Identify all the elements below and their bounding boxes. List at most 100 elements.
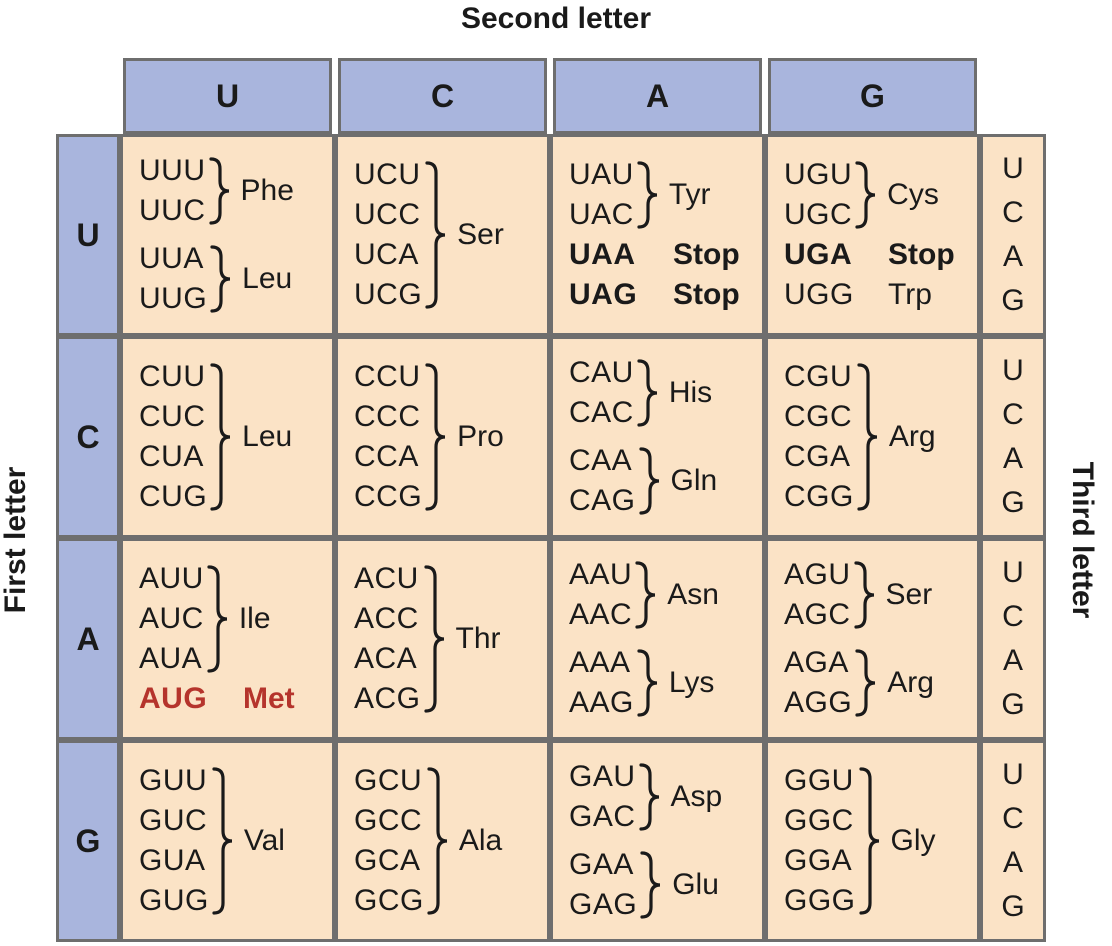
codon-list: AUU AUC AUA	[139, 559, 204, 679]
third-letter-U: U	[1002, 354, 1024, 387]
codon-UCA: UCA	[354, 238, 419, 271]
amino-acid-label: Asn	[667, 578, 719, 611]
codon-list: GUU GUC GUA GUG	[139, 761, 209, 921]
amino-acid-label: Leu	[242, 420, 293, 453]
codon-GGU: GGU	[784, 764, 854, 797]
codon-AUG: AUG	[139, 682, 208, 715]
brace-icon	[640, 851, 661, 919]
codon-CAC: CAC	[569, 396, 634, 429]
codon-UUG: UUG	[139, 282, 208, 315]
codon-group: UAA Stop	[569, 235, 762, 275]
codon-AGU: AGU	[784, 558, 851, 591]
amino-acid-label: Gln	[670, 464, 718, 497]
first-letter-cell-G: G	[56, 740, 120, 942]
codon-list: AGU AGC	[784, 555, 851, 635]
amino-acid-label: Met	[243, 682, 295, 715]
brace-icon-wrap	[858, 767, 883, 915]
amino-acid-label: Arg	[887, 666, 934, 699]
codon-grid: U C A G U UUU UUC Phe UUA UUG Leu UCU UCC UCA UCG Ser UA…	[56, 58, 1046, 942]
codon-group: AAA AAG Lys	[569, 643, 762, 723]
third-letter-U: U	[1002, 758, 1024, 791]
codon-list: GAU GAC	[569, 757, 636, 837]
codon-UCG: UCG	[354, 278, 423, 311]
codon-list: AUG	[139, 679, 235, 719]
codon-AUA: AUA	[139, 642, 203, 675]
brace-icon-wrap	[854, 649, 879, 717]
codon-AAA: AAA	[569, 646, 631, 679]
codon-list: AAA AAG	[569, 643, 634, 723]
codon-GCA: GCA	[354, 844, 421, 877]
codon-cell-CC: CCU CCC CCA CCG Pro	[335, 336, 550, 538]
brace-icon-wrap	[636, 649, 661, 717]
codon-group: CAU CAC His	[569, 353, 762, 433]
codon-UCU: UCU	[354, 158, 421, 191]
codon-ACC: ACC	[354, 602, 419, 635]
codon-GAA: GAA	[569, 848, 634, 881]
amino-acid-label: Gly	[890, 824, 936, 857]
codon-list: CAU CAC	[569, 353, 634, 433]
amino-acid-label: Arg	[888, 420, 936, 453]
codon-list: AAU AAC	[569, 555, 632, 635]
codon-group: GAU GAC Asp	[569, 757, 762, 837]
codon-UGA: UGA	[784, 238, 853, 271]
codon-AGA: AGA	[784, 646, 849, 679]
brace-icon	[635, 561, 656, 629]
codon-CAU: CAU	[569, 356, 634, 389]
codon-ACU: ACU	[354, 562, 419, 595]
codon-CGA: CGA	[784, 440, 851, 473]
codon-list: UGU UGC	[784, 155, 852, 235]
amino-acid-label: Glu	[672, 868, 719, 901]
codon-group: CAA CAG Gln	[569, 441, 762, 521]
amino-acid-label: Leu	[242, 262, 293, 295]
codon-CCG: CCG	[354, 480, 423, 513]
brace-icon-wrap	[211, 767, 236, 915]
codon-group: AAU AAC Asn	[569, 555, 762, 635]
codon-cell-AA: AAU AAC Asn AAA AAG Lys	[550, 538, 765, 740]
codon-GAG: GAG	[569, 888, 638, 921]
codon-UGG: UGG	[784, 278, 854, 311]
codon-AUC: AUC	[139, 602, 204, 635]
codon-CGC: CGC	[784, 400, 853, 433]
codon-CUC: CUC	[139, 400, 206, 433]
amino-acid-label: Thr	[455, 622, 501, 655]
third-letter-C: C	[1002, 196, 1024, 229]
codon-CGG: CGG	[784, 480, 854, 513]
third-letter-A: A	[1002, 240, 1023, 273]
codon-list: GAA GAG	[569, 845, 637, 925]
brace-icon-wrap	[636, 161, 661, 229]
brace-icon-wrap	[854, 161, 879, 229]
first-letter-label: First letter	[0, 466, 32, 614]
third-letter-A: A	[1002, 644, 1023, 677]
codon-UAC: UAC	[569, 198, 634, 231]
brace-icon	[207, 565, 227, 673]
codon-list: ACU ACC ACA ACG	[354, 559, 421, 719]
codon-group: ACU ACC ACA ACG Thr	[354, 559, 547, 719]
codon-UAA: UAA	[569, 238, 636, 271]
brace-icon	[858, 767, 879, 915]
brace-icon-wrap	[856, 363, 881, 511]
third-letter-U: U	[1002, 152, 1024, 185]
first-letter-cell-A: A	[56, 538, 120, 740]
codon-AAC: AAC	[569, 598, 633, 631]
brace-icon-wrap	[209, 363, 234, 511]
codon-list: CCU CCC CCA CCG	[354, 357, 422, 517]
codon-cell-GA: GAU GAC Asp GAA GAG Glu	[550, 740, 765, 942]
brace-icon	[853, 561, 874, 629]
brace-icon-wrap	[424, 363, 449, 511]
third-letter-U: U	[1002, 556, 1024, 589]
third-letter-G: G	[1001, 688, 1025, 721]
codon-UUC: UUC	[139, 194, 206, 227]
codon-AAU: AAU	[569, 558, 633, 591]
codon-cell-AU: AUU AUC AUA Ile AUG Met	[120, 538, 335, 740]
brace-icon	[637, 649, 657, 717]
brace-icon-wrap	[634, 561, 659, 629]
codon-ACG: ACG	[354, 682, 421, 715]
codon-AGC: AGC	[784, 598, 851, 631]
codon-AGG: AGG	[784, 686, 853, 719]
second-letter-header-G: G	[768, 58, 977, 134]
amino-acid-label: Tyr	[668, 178, 711, 211]
codon-GCC: GCC	[354, 804, 423, 837]
